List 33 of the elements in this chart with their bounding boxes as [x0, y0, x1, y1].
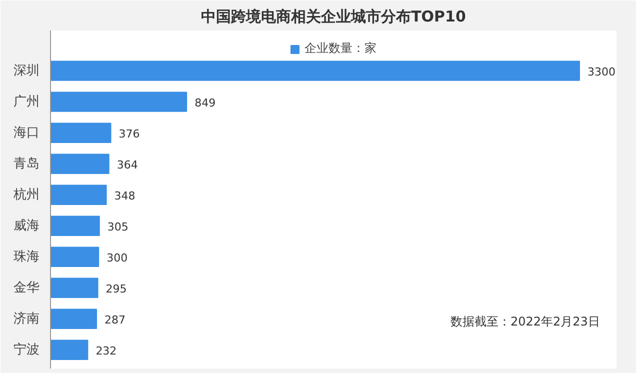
- y-tick-label: 海口: [14, 125, 40, 140]
- y-tick-label: 青岛: [14, 156, 40, 172]
- data-label: 849: [194, 96, 216, 110]
- legend-label: 企业数量：家: [304, 40, 376, 57]
- data-label: 300: [106, 251, 128, 264]
- bar: [50, 246, 100, 267]
- data-label: 348: [114, 189, 136, 202]
- annotation: 数据截至：2022年2月23日: [450, 314, 600, 328]
- y-tick-label: 威海: [14, 218, 40, 234]
- y-tick-label: 珠海: [14, 249, 40, 264]
- bar: [50, 216, 100, 236]
- bar: [50, 308, 98, 329]
- bar: [50, 92, 188, 112]
- chart-title: 中国跨境电商相关企业城市分布TOP10: [201, 8, 466, 26]
- bar: [50, 278, 98, 298]
- y-tick-label: 金华: [14, 280, 40, 296]
- y-tick-label: 济南: [14, 311, 40, 326]
- bar: [50, 60, 580, 81]
- bar: [50, 340, 88, 360]
- data-label: 295: [106, 282, 127, 296]
- data-label: 305: [107, 220, 128, 234]
- y-tick-label: 杭州: [12, 187, 40, 202]
- data-label: 232: [96, 344, 117, 358]
- bar: [50, 154, 110, 174]
- bar: [50, 122, 112, 143]
- y-tick-label: 宁波: [14, 341, 40, 358]
- data-label: 364: [116, 158, 138, 172]
- data-label: 376: [118, 127, 140, 140]
- y-tick-label: 深圳: [14, 63, 40, 78]
- data-label: 3300: [587, 65, 616, 78]
- y-tick-label: 广州: [14, 94, 40, 110]
- data-label: 287: [104, 313, 126, 326]
- bar: [50, 184, 107, 205]
